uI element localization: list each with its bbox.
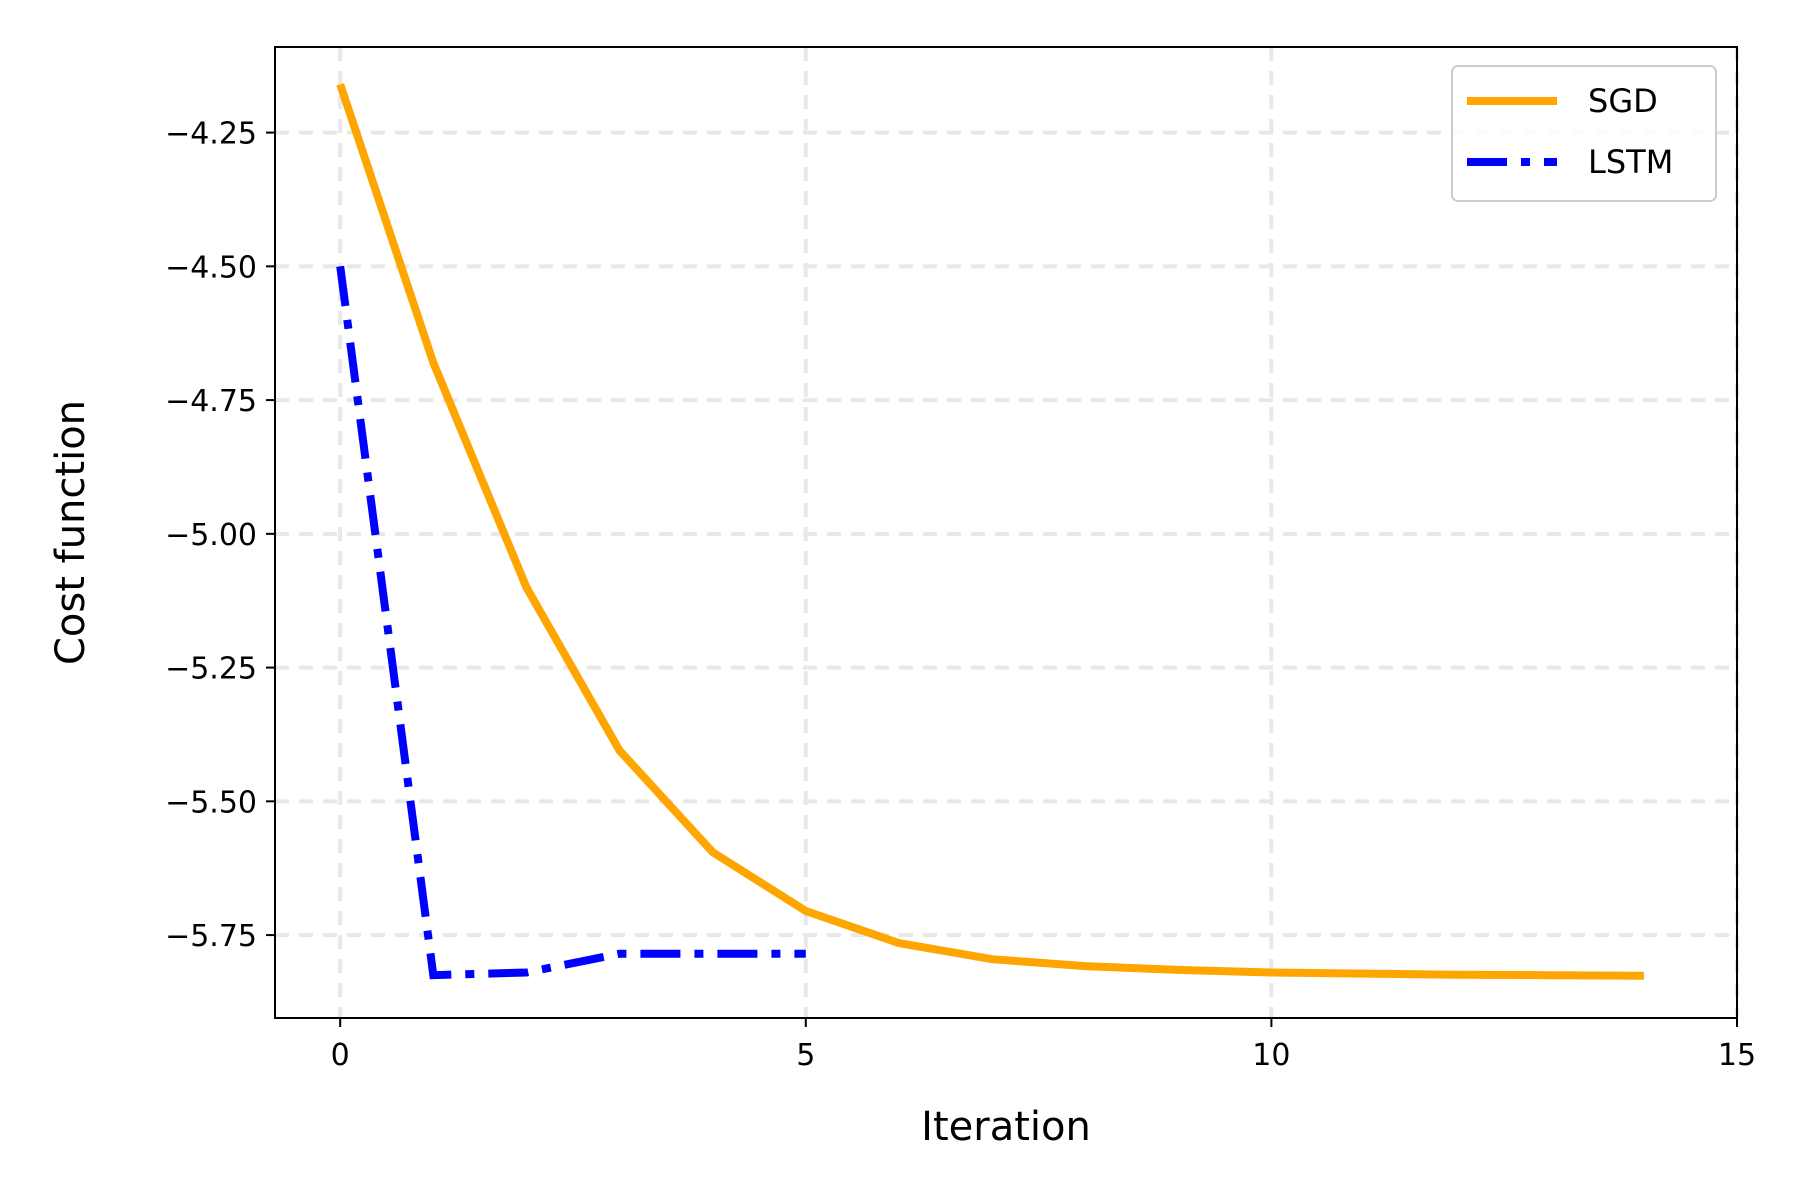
x-tick-label: 10 [1252, 1038, 1290, 1073]
x-tick-label: 15 [1718, 1038, 1756, 1073]
series-line-lstm [336, 265, 806, 980]
y-tick-label: −5.00 [165, 518, 257, 553]
legend: SGD LSTM [1451, 65, 1717, 202]
legend-label-sgd: SGD [1588, 82, 1658, 120]
y-tick-label: −5.25 [165, 652, 257, 687]
y-tick-label: −4.25 [165, 117, 257, 152]
legend-label-lstm: LSTM [1588, 143, 1673, 181]
y-tick-label: −4.75 [165, 384, 257, 419]
y-tick-label: −4.50 [165, 250, 257, 285]
legend-frame [1451, 65, 1717, 202]
x-axis: 0 5 10 15 [331, 1018, 1756, 1073]
y-tick-label: −5.50 [165, 785, 257, 820]
plot-frame [274, 46, 1738, 1019]
series-line-sgd [336, 83, 1644, 980]
x-axis-label: Iteration [921, 1104, 1091, 1150]
y-axis: −4.25 −4.50 −4.75 −5.00 −5.25 −5.50 −5.75 [165, 117, 275, 954]
x-tick-label: 5 [796, 1038, 815, 1073]
y-tick-label: −5.75 [165, 919, 257, 954]
x-tick-label: 0 [331, 1038, 350, 1073]
y-axis-label: Cost function [48, 400, 94, 665]
series-layer [336, 83, 1644, 980]
